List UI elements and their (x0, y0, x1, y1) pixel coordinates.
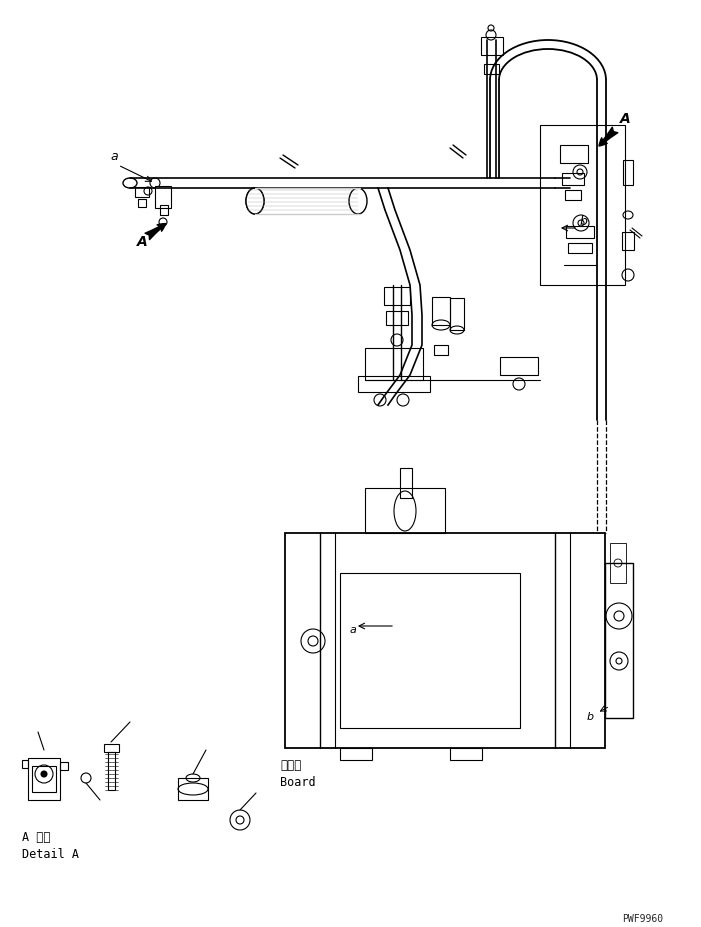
Bar (365, 348, 423, 380)
Bar (60, 762, 68, 770)
Bar (104, 744, 119, 752)
Bar (285, 533, 605, 748)
Text: A: A (137, 235, 148, 249)
Bar (28, 758, 60, 800)
Bar (568, 243, 592, 253)
Bar (605, 563, 633, 718)
Bar (384, 287, 410, 305)
Bar (623, 160, 633, 185)
Text: A: A (620, 112, 631, 126)
Bar (540, 125, 625, 285)
Text: b: b (580, 215, 588, 228)
Text: a: a (110, 150, 118, 163)
Bar (484, 64, 499, 74)
Bar (340, 573, 520, 728)
Bar (565, 190, 581, 200)
Bar (450, 298, 464, 330)
Bar (481, 37, 503, 55)
Circle shape (41, 771, 47, 777)
Bar (365, 488, 445, 533)
Bar (622, 232, 634, 250)
Bar (560, 145, 588, 163)
Bar (32, 766, 56, 792)
Text: b: b (587, 712, 594, 722)
Bar (386, 311, 408, 325)
Text: A 詳細
Detail A: A 詳細 Detail A (22, 831, 79, 861)
Bar (340, 748, 372, 760)
Bar (432, 297, 450, 325)
Bar (358, 376, 430, 392)
Bar (135, 187, 149, 197)
Text: PWF9960: PWF9960 (622, 914, 663, 924)
Bar (138, 199, 146, 207)
Ellipse shape (123, 178, 137, 188)
Text: ボード
Board: ボード Board (280, 759, 315, 789)
Bar (434, 345, 448, 355)
Bar (610, 543, 626, 583)
Bar (178, 778, 208, 800)
Bar (108, 752, 115, 790)
Text: a: a (350, 625, 357, 635)
Bar (160, 205, 168, 215)
Bar (450, 748, 482, 760)
Ellipse shape (246, 188, 264, 214)
Bar (500, 357, 538, 375)
Ellipse shape (246, 188, 264, 214)
Bar (566, 226, 594, 238)
Bar (562, 173, 584, 185)
Bar (155, 186, 171, 208)
Bar (22, 760, 28, 768)
Bar (400, 468, 412, 498)
